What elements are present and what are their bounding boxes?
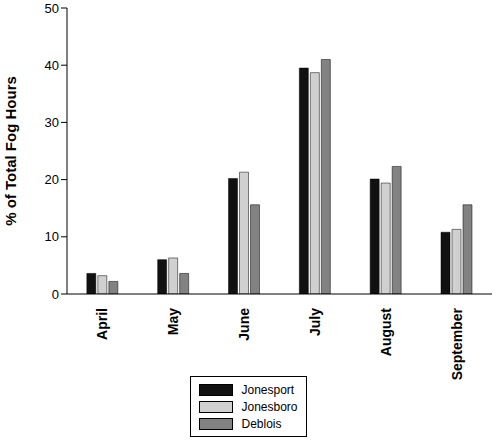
svg-text:July: July [307,308,323,336]
svg-text:April: April [94,308,110,340]
svg-text:September: September [449,307,465,380]
svg-text:0: 0 [52,287,59,302]
svg-text:June: June [236,308,252,341]
svg-text:August: August [378,308,394,357]
svg-text:50: 50 [45,1,59,16]
svg-text:10: 10 [45,229,59,244]
html-text:Jonesboro: Jonesboro [241,399,298,414]
svg-text:May: May [165,308,181,335]
svg-text:40: 40 [45,58,59,73]
svg-text:30: 30 [45,115,59,130]
html-text:Deblois: Deblois [241,416,282,431]
html-text:Jonesport: Jonesport [241,382,295,397]
svg-text:20: 20 [45,172,59,187]
svg-text:% of Total Fog Hours: % of Total Fog Hours [8,76,19,226]
